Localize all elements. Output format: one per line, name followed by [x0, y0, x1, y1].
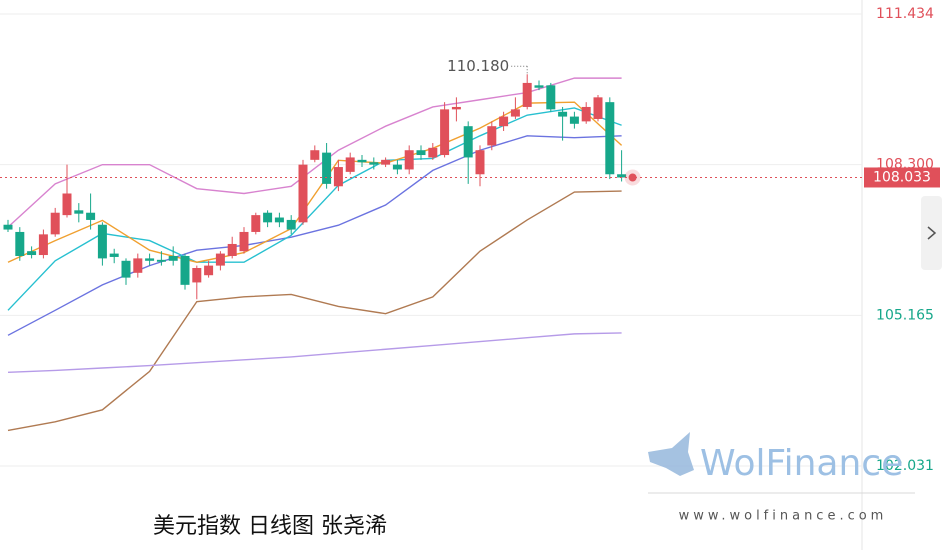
- candle-body: [310, 150, 320, 160]
- candle-body: [3, 224, 13, 230]
- candle-body: [369, 162, 379, 165]
- candle-body: [74, 210, 84, 214]
- indicator-line: [7, 135, 622, 336]
- y-tick-label: 105.165: [876, 307, 934, 323]
- max-label: 110.180: [447, 57, 509, 75]
- arrow-icon: [927, 226, 937, 240]
- candle-body: [121, 260, 131, 278]
- candle-body: [227, 243, 237, 256]
- candle-body: [38, 234, 48, 256]
- candle-body: [322, 152, 332, 184]
- candle-body: [62, 193, 72, 216]
- candle-body: [392, 164, 402, 170]
- candle-body: [251, 215, 261, 232]
- candle-body: [50, 212, 60, 235]
- candle-body: [97, 224, 107, 259]
- candle-body: [298, 164, 308, 223]
- last-price-box: [864, 167, 940, 188]
- candle-body: [133, 258, 143, 273]
- candle-body: [428, 147, 438, 158]
- candle-body: [440, 109, 450, 156]
- candle-body: [499, 116, 509, 127]
- candle-body: [27, 251, 37, 256]
- candle-body: [286, 219, 296, 230]
- indicator-line: [7, 332, 622, 374]
- candle-body: [274, 217, 284, 223]
- candle-body: [451, 106, 461, 110]
- candle-body: [239, 231, 249, 252]
- candle-body: [168, 255, 178, 261]
- candle-body: [605, 102, 615, 175]
- indicator-line: [7, 101, 623, 263]
- indicator-line: [7, 107, 622, 311]
- scroll-button[interactable]: [921, 196, 942, 270]
- candle-body: [333, 167, 343, 187]
- candle-body: [404, 150, 414, 170]
- candle-body: [263, 212, 273, 223]
- candle-body: [145, 258, 155, 261]
- candle-body: [534, 85, 544, 88]
- candle-body: [381, 159, 391, 165]
- candle-body: [156, 259, 166, 262]
- candle-body: [416, 150, 426, 156]
- candle-body: [109, 253, 119, 257]
- candle-body: [522, 82, 532, 107]
- candle-body: [204, 265, 214, 276]
- indicator-line: [7, 190, 622, 432]
- candle-body: [617, 174, 627, 178]
- indicator-line: [7, 77, 622, 228]
- candle-body: [357, 159, 367, 163]
- candle-body: [345, 157, 355, 172]
- candle-body: [558, 111, 568, 117]
- y-tick-label: 111.434: [876, 6, 934, 22]
- candle-body: [463, 126, 473, 158]
- logo: [648, 432, 694, 476]
- watermark-text: WolFinance: [700, 443, 903, 484]
- candle-body: [86, 212, 96, 220]
- candle-body: [475, 150, 485, 175]
- candle-body: [15, 231, 25, 256]
- candle-body: [569, 116, 579, 124]
- caption: 美元指数 日线图 张尧浠: [153, 514, 387, 539]
- last-price-dot: [628, 173, 637, 182]
- watermark: WolFinance www.wolfinance.com: [648, 432, 915, 524]
- y-tick-label: 102.031: [876, 458, 934, 474]
- candle-body: [487, 126, 497, 146]
- last-price-label: 108.033: [873, 169, 931, 185]
- candle-body: [215, 253, 225, 266]
- candle-body: [593, 97, 603, 119]
- candle-body: [192, 268, 202, 283]
- candle-body: [510, 109, 520, 117]
- watermark-url: www.wolfinance.com: [679, 509, 888, 524]
- candle-body: [581, 106, 591, 122]
- candle-body: [180, 255, 190, 285]
- candle-body: [546, 85, 556, 110]
